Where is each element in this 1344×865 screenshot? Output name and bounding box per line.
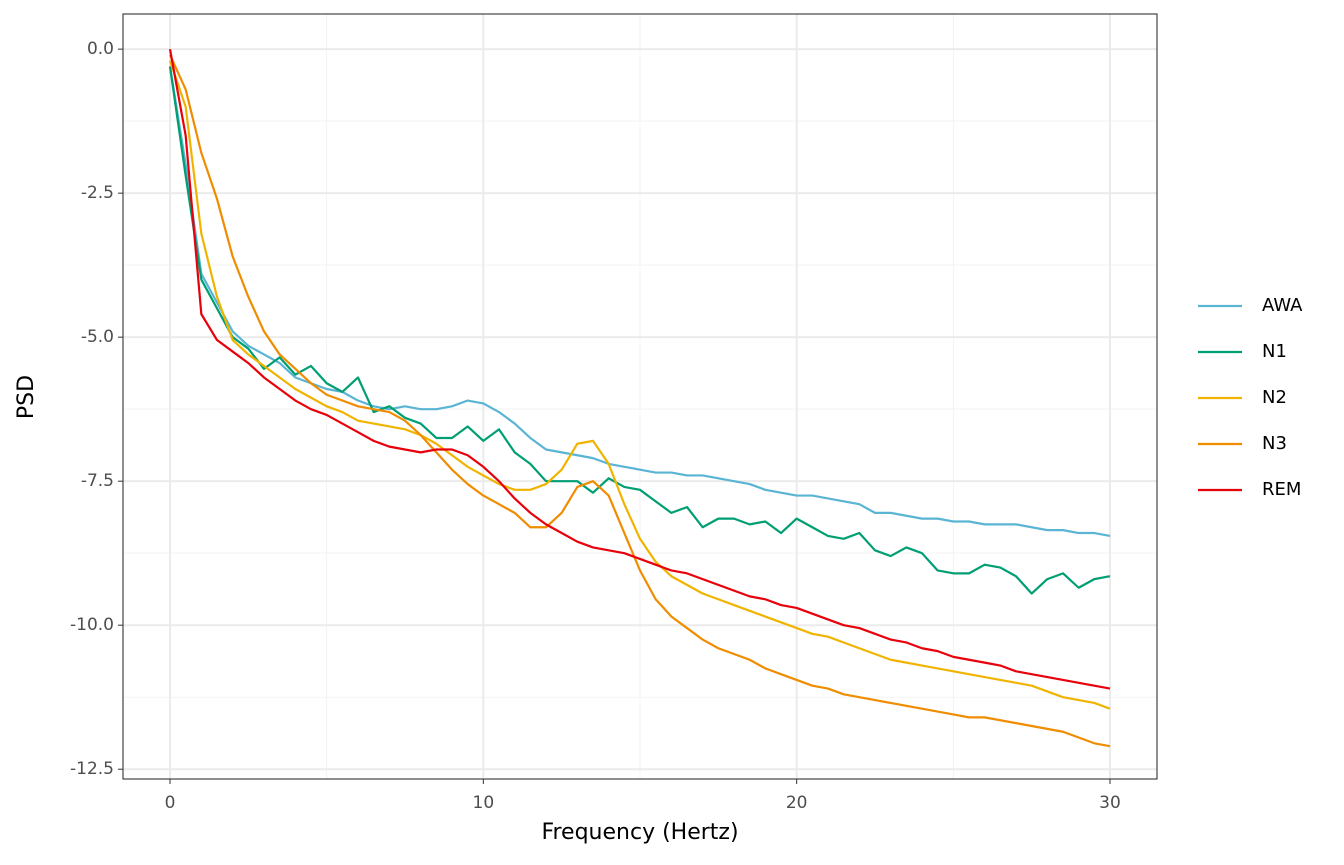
y-tick-label: -7.5 — [81, 471, 114, 491]
x-tick-label: 0 — [165, 793, 176, 813]
series-line — [168, 60, 1111, 710]
x-axis-title: Frequency (Hertz) — [541, 820, 738, 845]
series-line — [168, 54, 1111, 748]
legend-label: N3 — [1262, 433, 1287, 454]
y-tick-label: 0.0 — [87, 39, 114, 59]
panel-border — [122, 13, 1158, 780]
x-tick-label: 10 — [473, 793, 495, 813]
series-line — [168, 66, 1111, 537]
y-tick-label: -10.0 — [70, 615, 114, 635]
legend-label: AWA — [1262, 295, 1303, 316]
legend-label: REM — [1262, 479, 1301, 500]
x-tick-label: 20 — [786, 793, 808, 813]
y-tick-label: -2.5 — [81, 183, 114, 203]
legend-label: N1 — [1262, 341, 1287, 362]
series-line — [168, 66, 1111, 595]
x-tick-label: 30 — [1099, 793, 1121, 813]
series-line — [168, 48, 1111, 690]
y-tick-label: -5.0 — [81, 327, 114, 347]
legend-label: N2 — [1262, 387, 1287, 408]
y-tick-label: -12.5 — [70, 759, 114, 779]
y-axis-title: PSD — [14, 375, 39, 419]
